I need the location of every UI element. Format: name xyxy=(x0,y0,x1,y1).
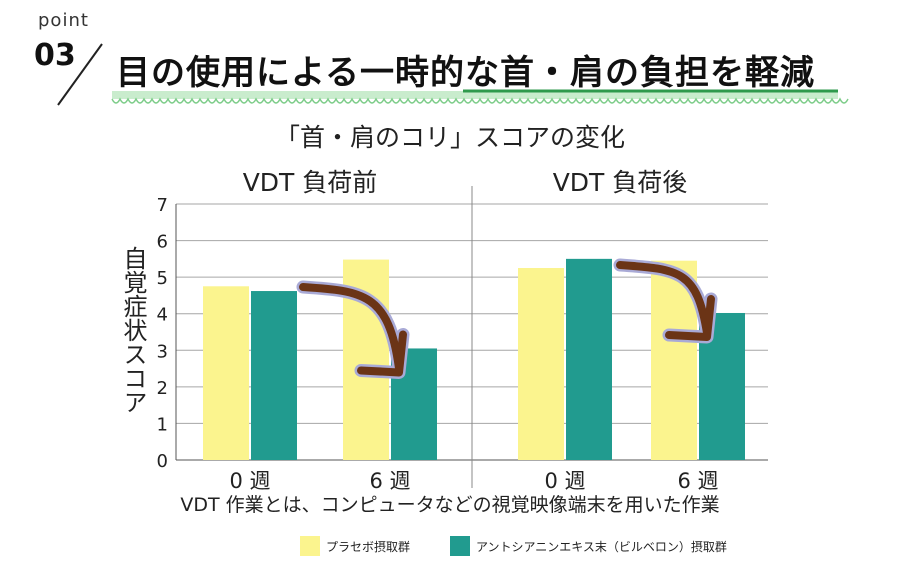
bars xyxy=(203,258,745,460)
point-number: 03 xyxy=(34,38,76,73)
arrow-shaft xyxy=(299,283,403,373)
x-tick-label: 6 週 xyxy=(369,469,410,493)
wave-band-fill xyxy=(112,91,838,99)
arrow-head xyxy=(665,294,715,341)
panel-title-after: VDT 負荷後 xyxy=(552,168,688,197)
y-tick-label: 2 xyxy=(157,378,168,399)
wavy-underline xyxy=(111,89,849,104)
point-label: point xyxy=(38,10,89,31)
y-tick-label: 0 xyxy=(157,451,168,472)
y-tick-label: 5 xyxy=(157,268,168,289)
arrow-shaft xyxy=(616,261,711,337)
slash-divider xyxy=(57,43,103,106)
legend-item-placebo: プラセボ摂取群 xyxy=(300,536,410,556)
trend-arrow-0 xyxy=(296,280,410,379)
legend-swatch-bilberry xyxy=(450,536,471,556)
y-tick-label: 1 xyxy=(157,414,168,435)
bar-bilberry-panel1-cat0 xyxy=(566,258,612,460)
tick-labels: 0 1 2 3 4 5 6 7 0 週 6 週 0 週 6 週 xyxy=(157,195,719,493)
bar-placebo-panel0-cat0 xyxy=(203,286,249,460)
footnote: VDT 作業とは、コンピュータなどの視覚映像端末を用いた作業 xyxy=(180,494,720,516)
legend: プラセボ摂取群 アントシアニンエキス末（ビルベロン）摂取群 xyxy=(300,534,767,558)
y-axis-label: 自覚症状スコア xyxy=(119,246,147,414)
bar-bilberry-panel0-cat0 xyxy=(251,291,297,460)
trend-arrows xyxy=(296,258,718,379)
panel-title-before: VDT 負荷前 xyxy=(242,168,378,197)
y-tick-label: 6 xyxy=(157,232,168,253)
y-tick-label: 7 xyxy=(157,195,168,216)
x-tick-label: 0 週 xyxy=(229,469,270,493)
x-tick-label: 0 週 xyxy=(544,469,585,493)
bar-placebo-panel1-cat0 xyxy=(518,268,564,460)
legend-item-bilberry: アントシアニンエキス末（ビルベロン）摂取群 xyxy=(450,536,727,556)
arrow-head xyxy=(357,330,407,377)
wave-scallops xyxy=(111,97,849,104)
page-title: 目の使用による一時的な首・肩の負担を軽減 xyxy=(116,53,815,93)
x-tick-label: 6 週 xyxy=(677,469,718,493)
legend-swatch-placebo xyxy=(300,536,320,556)
legend-label-bilberry: アントシアニンエキス末（ビルベロン）摂取群 xyxy=(476,539,727,554)
trend-arrow-1 xyxy=(613,258,718,344)
legend-label-placebo: プラセボ摂取群 xyxy=(326,539,411,554)
y-tick-label: 4 xyxy=(157,305,168,326)
chart-title: 「首・肩のコリ」スコアの変化 xyxy=(274,123,625,152)
y-tick-label: 3 xyxy=(157,341,168,362)
